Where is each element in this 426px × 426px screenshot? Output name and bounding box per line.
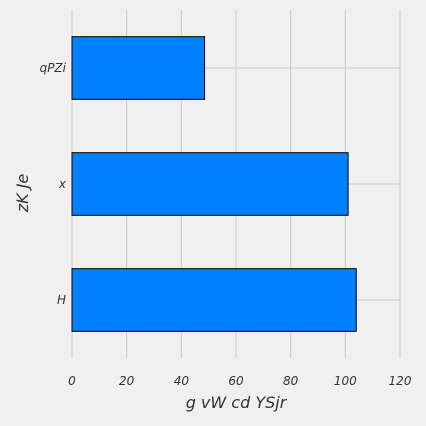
- bars: [71, 36, 357, 332]
- y-axis-label: zK Je: [13, 174, 32, 214]
- bar-qPZi: [71, 36, 206, 100]
- x-tick-label: 80: [283, 374, 299, 388]
- x-axis-label: g vW cd YSjr: [186, 393, 288, 412]
- x-tick-label: 0: [68, 374, 76, 388]
- y-tick-label: qPZi: [40, 61, 67, 75]
- y-tick-labels: Hx qPZi: [40, 61, 67, 307]
- x-tick-labels: 0 20 40 60 80 100 120: [68, 374, 412, 388]
- bar-x: [71, 152, 349, 216]
- x-tick-label: 20: [119, 374, 135, 388]
- y-tick-label: x: [58, 177, 67, 191]
- x-tick-label: 120: [389, 374, 412, 388]
- x-tick-label: 60: [228, 374, 244, 388]
- x-tick-label: 100: [334, 374, 357, 388]
- bar-H: [71, 268, 357, 332]
- x-tick-label: 40: [174, 374, 190, 388]
- y-tick-label: H: [57, 293, 66, 307]
